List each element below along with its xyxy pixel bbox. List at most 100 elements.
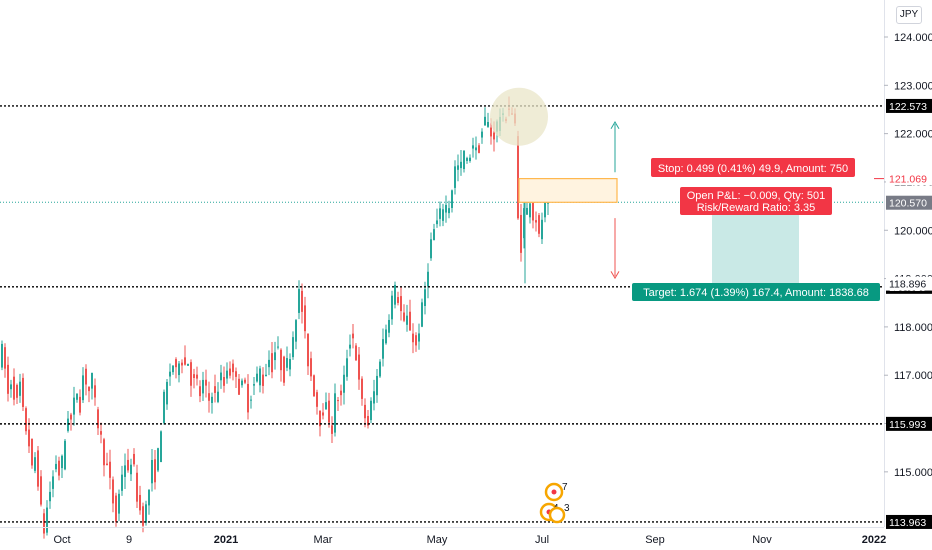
candle-body — [478, 145, 480, 153]
candle-body — [127, 459, 129, 471]
candle-body — [301, 290, 303, 312]
candle-body — [55, 463, 57, 470]
candle-body — [259, 368, 261, 386]
candle-body — [292, 337, 294, 358]
candle-body — [70, 414, 72, 420]
level-price-label-text: 122.573 — [889, 101, 927, 113]
candle-body — [139, 494, 141, 511]
level-price-label-text: 115.993 — [889, 419, 926, 431]
candle-body — [337, 400, 339, 402]
candle-body — [328, 400, 330, 423]
candle-body — [103, 439, 105, 466]
events-group[interactable]: 743 — [539, 482, 570, 524]
candle-body — [307, 333, 309, 367]
y-tick-label: 123.000 — [894, 80, 932, 92]
candle-body — [82, 375, 84, 401]
candle-body — [343, 374, 345, 393]
candle-body — [436, 220, 438, 225]
candle-body — [40, 476, 42, 505]
candle-body — [250, 399, 252, 401]
candle-body — [472, 145, 474, 149]
candle-body — [340, 390, 342, 396]
candle-body — [73, 397, 75, 415]
target-zone[interactable] — [712, 207, 799, 284]
candle-body — [415, 335, 417, 346]
candle-body — [136, 472, 138, 502]
pl-label-text: Open P&L: −0.009, Qty: 501 — [687, 190, 826, 202]
candle-body — [406, 315, 408, 325]
candle-body — [373, 391, 375, 404]
candle-body — [196, 374, 198, 379]
price-labels-group: 122.573118.829115.993113.963121.069120.5… — [874, 98, 932, 529]
candle-body — [391, 295, 393, 320]
prev-price-label-text: 120.570 — [889, 198, 927, 210]
candle-body — [76, 393, 78, 400]
candle-body — [331, 425, 333, 434]
candle-body — [397, 297, 399, 303]
candle-body — [199, 386, 201, 397]
candle-body — [313, 375, 315, 397]
candle-body — [190, 362, 192, 386]
candle-body — [481, 131, 483, 138]
candle-body — [52, 476, 54, 489]
candle-body — [319, 410, 321, 427]
candle-body — [490, 127, 492, 137]
candle-body — [370, 400, 372, 421]
candle-body — [28, 429, 30, 447]
candle-body — [277, 346, 279, 348]
candle-body — [310, 358, 312, 377]
candle-body — [325, 402, 327, 410]
candle-body — [232, 363, 234, 373]
candle-body — [106, 463, 108, 466]
candle-body — [109, 461, 111, 478]
candle-body — [169, 371, 171, 377]
candles-group — [1, 96, 549, 539]
candle-body — [16, 384, 18, 398]
candle-body — [262, 374, 264, 386]
candle-body — [247, 383, 249, 413]
candle-body — [316, 392, 318, 407]
candle-body — [22, 377, 24, 407]
candle-body — [121, 474, 123, 491]
x-tick-label: Jul — [535, 534, 549, 546]
candle-body — [286, 358, 288, 368]
target-label-text: Target: 1.674 (1.39%) 167.4, Amount: 183… — [643, 287, 869, 299]
highlight-circle — [490, 87, 548, 146]
candle-body — [523, 208, 525, 239]
candle-body — [268, 359, 270, 368]
candle-body — [67, 418, 69, 431]
x-tick-label: Sep — [645, 534, 665, 546]
down-arrow-head — [610, 271, 620, 280]
candle-body — [1, 343, 3, 368]
candle-body — [412, 333, 414, 343]
up-arrow-head — [610, 120, 620, 130]
candle-body — [349, 344, 351, 349]
candle-body — [283, 356, 285, 383]
candle-body — [430, 239, 432, 259]
level-price-label-box — [886, 416, 932, 431]
candle-body — [448, 208, 450, 214]
candle-body — [91, 372, 93, 389]
long-position-tool[interactable]: Stop: 0.499 (0.41%) 49.9, Amount: 750 Ope… — [490, 87, 880, 301]
x-tick-label: 2021 — [214, 534, 238, 546]
candle-body — [217, 391, 219, 402]
candle-body — [10, 384, 12, 390]
candle-body — [133, 453, 135, 465]
candle-body — [238, 378, 240, 395]
candle-body — [151, 459, 153, 484]
candle-body — [100, 431, 102, 435]
currency-badge[interactable]: JPY — [896, 6, 922, 24]
candle-body — [163, 391, 165, 423]
candle-body — [442, 209, 444, 221]
candle-body — [265, 374, 267, 376]
candle-body — [187, 363, 189, 366]
candle-body — [385, 329, 387, 344]
candle-body — [97, 409, 99, 429]
candle-body — [445, 204, 447, 213]
candle-body — [334, 393, 336, 433]
event-badge-right[interactable] — [548, 506, 566, 524]
stop-zone[interactable] — [518, 178, 618, 203]
candle-body — [175, 359, 177, 368]
candle-body — [154, 459, 156, 483]
